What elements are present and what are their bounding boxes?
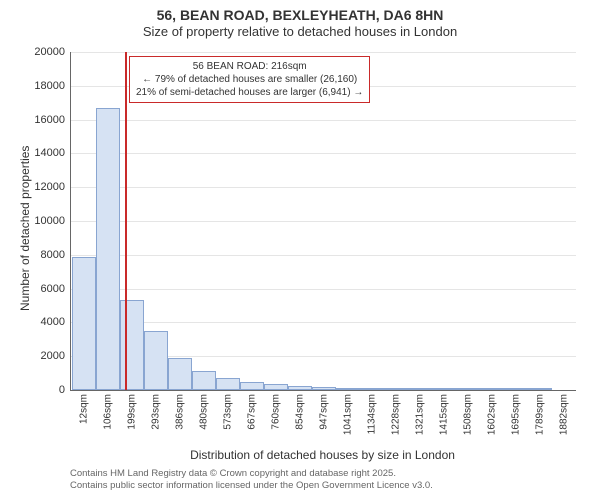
xtick-label: 1415sqm [439,390,450,435]
xtick-label: 199sqm [127,390,138,430]
ytick-label: 16000 [34,114,71,126]
annotation-line: ← 79% of detached houses are smaller (26… [136,73,363,86]
annotation-box: 56 BEAN ROAD: 216sqm← 79% of detached ho… [129,56,370,103]
xtick-label: 1228sqm [391,390,402,435]
ytick-label: 14000 [34,147,71,159]
attribution-line1: Contains HM Land Registry data © Crown c… [70,468,433,480]
chart-container: 56, BEAN ROAD, BEXLEYHEATH, DA6 8HN Size… [0,0,600,500]
xtick-label: 1602sqm [487,390,498,435]
xtick-label: 480sqm [199,390,210,430]
gridline [71,221,576,222]
xtick-label: 760sqm [271,390,282,430]
histogram-bar [216,378,240,390]
gridline [71,289,576,290]
xtick-label: 386sqm [175,390,186,430]
xtick-label: 667sqm [247,390,258,430]
xtick-label: 1789sqm [535,390,546,435]
ytick-label: 0 [59,384,71,396]
ytick-label: 20000 [34,46,71,58]
histogram-bar [144,331,168,390]
gridline [71,255,576,256]
xtick-label: 854sqm [295,390,306,430]
y-axis-label: Number of detached properties [18,146,32,311]
x-axis-label: Distribution of detached houses by size … [70,448,575,462]
property-marker-line [125,52,127,390]
ytick-label: 2000 [41,350,71,362]
ytick-label: 10000 [34,215,71,227]
histogram-bar [72,257,96,391]
ytick-label: 8000 [41,249,71,261]
xtick-label: 573sqm [223,390,234,430]
xtick-label: 1508sqm [463,390,474,435]
plot-area: 0200040006000800010000120001400016000180… [70,52,576,391]
histogram-bar [240,382,264,390]
xtick-label: 293sqm [151,390,162,430]
gridline [71,153,576,154]
xtick-label: 1882sqm [559,390,570,435]
gridline [71,187,576,188]
ytick-label: 18000 [34,80,71,92]
annotation-line: 56 BEAN ROAD: 216sqm [136,60,363,73]
histogram-bar [192,371,216,390]
xtick-label: 1695sqm [511,390,522,435]
xtick-label: 947sqm [319,390,330,430]
xtick-label: 1134sqm [367,390,378,434]
histogram-bar [168,358,192,390]
xtick-label: 1041sqm [343,390,354,435]
histogram-bar [120,300,144,390]
histogram-bar [96,108,120,390]
attribution-text: Contains HM Land Registry data © Crown c… [70,468,433,493]
xtick-label: 12sqm [79,390,90,424]
chart-title-line1: 56, BEAN ROAD, BEXLEYHEATH, DA6 8HN [0,0,600,24]
ytick-label: 12000 [34,181,71,193]
gridline [71,120,576,121]
ytick-label: 6000 [41,283,71,295]
annotation-line: 21% of semi-detached houses are larger (… [136,86,363,99]
chart-title-line2: Size of property relative to detached ho… [0,24,600,43]
gridline [71,52,576,53]
ytick-label: 4000 [41,316,71,328]
xtick-label: 106sqm [103,390,114,430]
xtick-label: 1321sqm [415,390,426,435]
attribution-line2: Contains public sector information licen… [70,480,433,492]
gridline [71,322,576,323]
